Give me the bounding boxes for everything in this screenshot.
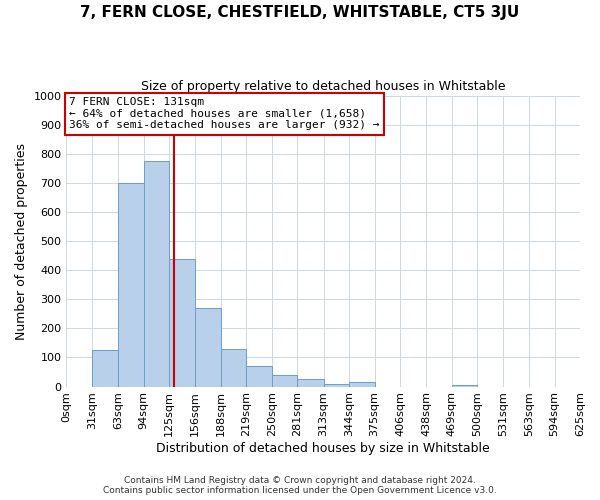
Bar bbox=[349, 382, 374, 386]
Bar bbox=[247, 366, 272, 386]
Title: Size of property relative to detached houses in Whitstable: Size of property relative to detached ho… bbox=[141, 80, 505, 93]
Bar bbox=[169, 258, 194, 386]
X-axis label: Distribution of detached houses by size in Whitstable: Distribution of detached houses by size … bbox=[157, 442, 490, 455]
Bar bbox=[272, 375, 298, 386]
Text: Contains HM Land Registry data © Crown copyright and database right 2024.
Contai: Contains HM Land Registry data © Crown c… bbox=[103, 476, 497, 495]
Bar bbox=[298, 380, 323, 386]
Bar bbox=[221, 348, 247, 387]
Text: 7, FERN CLOSE, CHESTFIELD, WHITSTABLE, CT5 3JU: 7, FERN CLOSE, CHESTFIELD, WHITSTABLE, C… bbox=[80, 5, 520, 20]
Y-axis label: Number of detached properties: Number of detached properties bbox=[15, 142, 28, 340]
Bar bbox=[118, 183, 143, 386]
Bar bbox=[143, 161, 169, 386]
Bar bbox=[452, 385, 477, 386]
Bar bbox=[194, 308, 221, 386]
Bar bbox=[323, 384, 349, 386]
Bar bbox=[92, 350, 118, 387]
Text: 7 FERN CLOSE: 131sqm
← 64% of detached houses are smaller (1,658)
36% of semi-de: 7 FERN CLOSE: 131sqm ← 64% of detached h… bbox=[69, 97, 379, 130]
